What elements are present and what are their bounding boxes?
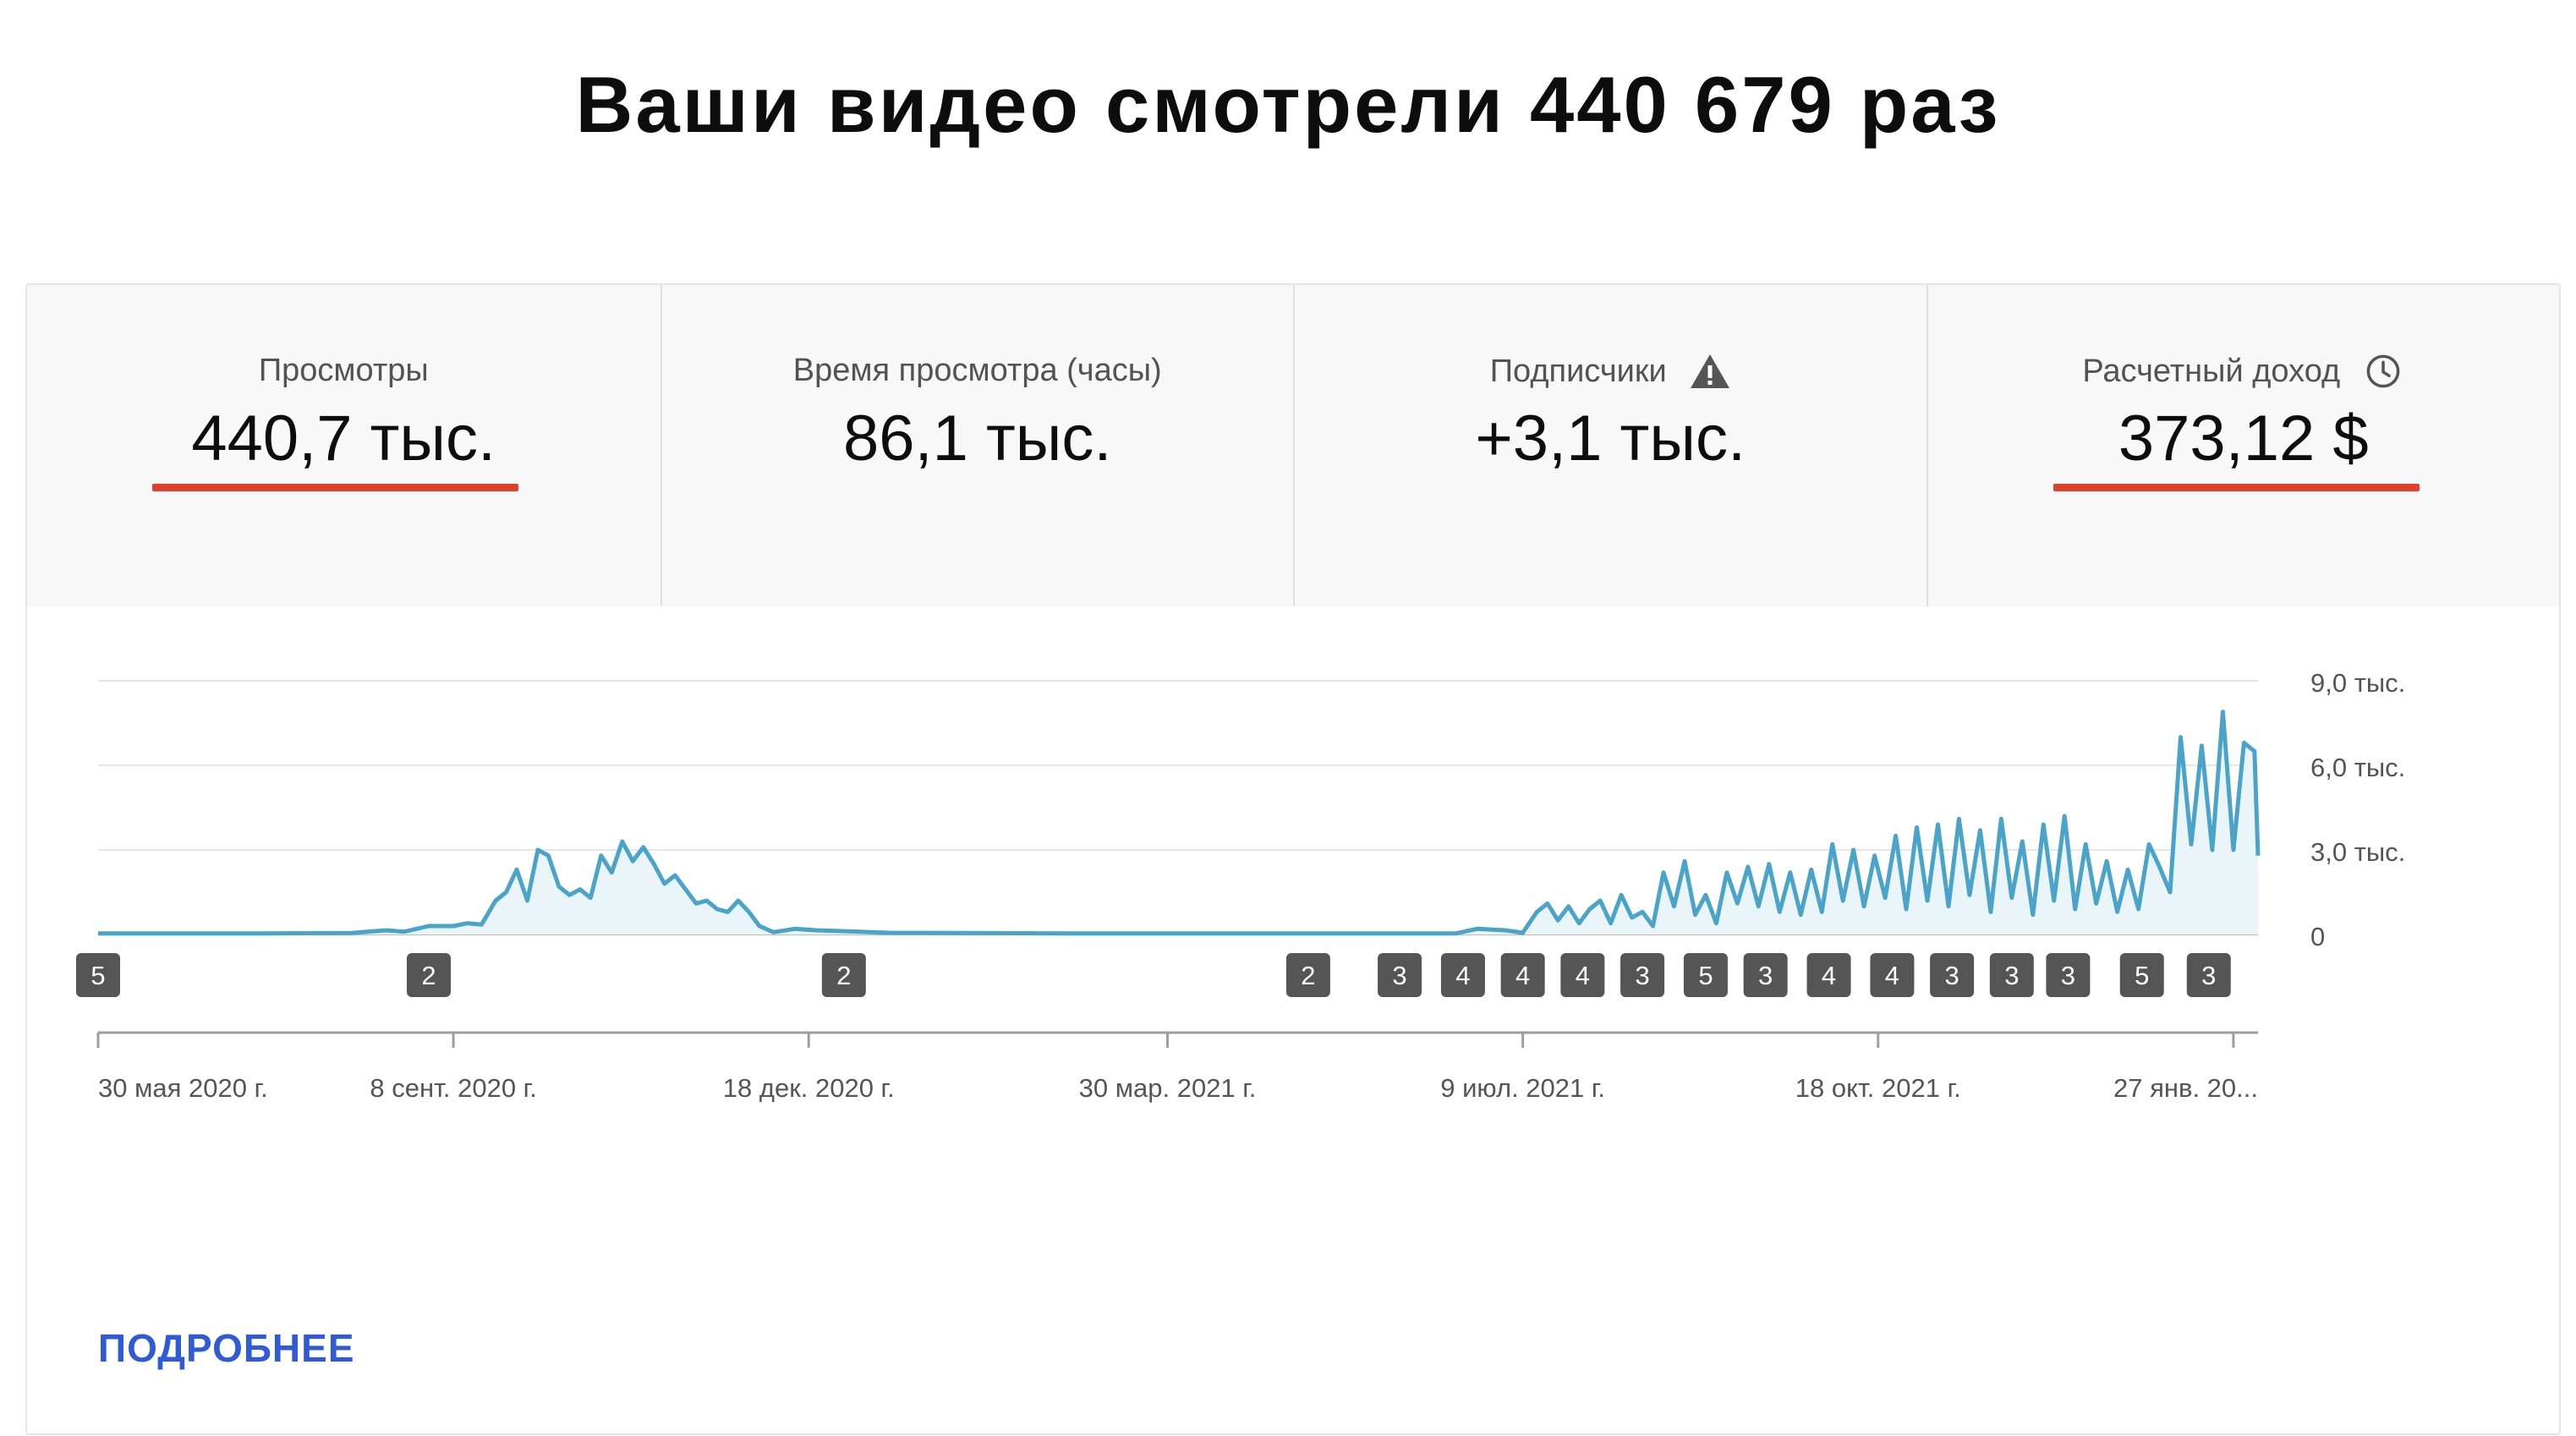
metric-tabs: Просмотры 440,7 тыс. Время просмотра (ча… xyxy=(27,285,2559,606)
revenue-highlight-underline xyxy=(2053,484,2420,491)
tab-revenue[interactable]: Расчетный доход 373,12 $ xyxy=(1926,285,2559,606)
annotation-badge-label: 4 xyxy=(1576,961,1590,990)
annotation-badge[interactable]: 4 xyxy=(1560,953,1605,997)
annotation-badge-box xyxy=(1620,953,1665,997)
annotation-badge-box xyxy=(407,953,452,997)
page-title: Ваши видео смотрели 440 679 раз xyxy=(575,60,2001,149)
annotation-badge-label: 3 xyxy=(2004,961,2019,990)
annotation-badge-label: 3 xyxy=(1758,961,1773,990)
annotation-badge[interactable]: 4 xyxy=(1500,953,1545,997)
annotation-badge-box xyxy=(1989,953,2034,997)
x-tick-label: 30 мар. 2021 г. xyxy=(1079,1073,1257,1103)
annotation-badge[interactable]: 5 xyxy=(2119,953,2164,997)
y-tick-label: 9,0 тыс. xyxy=(2310,668,2405,698)
annotation-badge-box xyxy=(2119,953,2164,997)
tab-watch-time-value: 86,1 тыс. xyxy=(842,403,1112,474)
more-details-link[interactable]: ПОДРОБНЕЕ xyxy=(98,1326,355,1370)
annotation-badge-label: 5 xyxy=(1698,961,1713,990)
annotation-badge[interactable]: 4 xyxy=(1806,953,1851,997)
annotation-badge[interactable]: 5 xyxy=(76,953,120,997)
y-tick-label: 0 xyxy=(2310,922,2325,951)
views-chart: 0 3,0 тыс. 6,0 тыс. 9,0 тыс. 5 2 2 2 3 4 4 4 3 5 3 4 4 3 3… xyxy=(76,668,2405,1103)
annotation-badge[interactable]: 2 xyxy=(1285,953,1330,997)
annotation-badge-label: 3 xyxy=(2201,961,2216,990)
annotation-badge-box xyxy=(1930,953,1975,997)
annotation-badge-box xyxy=(1806,953,1851,997)
tab-subscribers-label: Подписчики xyxy=(1489,353,1667,389)
tab-watch-time-label: Время просмотра (часы) xyxy=(792,353,1162,388)
annotation-badge[interactable]: 5 xyxy=(1683,953,1728,997)
annotation-badge-box xyxy=(76,953,120,997)
annotation-badge[interactable]: 3 xyxy=(1930,953,1975,997)
annotation-badge[interactable]: 3 xyxy=(2046,953,2091,997)
annotation-badge-label: 4 xyxy=(1885,961,1899,990)
annotation-badge-label: 5 xyxy=(2135,961,2149,990)
annotation-badge[interactable]: 2 xyxy=(821,953,866,997)
annotation-badge-label: 2 xyxy=(1301,961,1315,990)
tab-views-value: 440,7 тыс. xyxy=(191,403,496,474)
annotation-badge-label: 4 xyxy=(1822,961,1836,990)
tab-subscribers[interactable]: Подписчики +3,1 тыс. xyxy=(1293,285,1927,606)
annotation-badge-box xyxy=(1560,953,1605,997)
annotation-badge[interactable]: 3 xyxy=(2186,953,2231,997)
y-tick-label: 6,0 тыс. xyxy=(2310,753,2405,782)
annotation-badge[interactable]: 4 xyxy=(1440,953,1485,997)
x-tick-label: 8 сент. 2020 г. xyxy=(370,1073,536,1103)
tab-revenue-label: Расчетный доход xyxy=(2082,353,2341,389)
annotation-badge[interactable]: 3 xyxy=(1989,953,2034,997)
annotation-badge-label: 3 xyxy=(1944,961,1959,990)
annotation-badge-box xyxy=(1500,953,1545,997)
tab-revenue-value: 373,12 $ xyxy=(2118,403,2369,474)
annotation-badge[interactable]: 4 xyxy=(1870,953,1915,997)
annotation-badge-box xyxy=(2186,953,2231,997)
annotation-badge-box xyxy=(1743,953,1788,997)
tab-views-label: Просмотры xyxy=(258,353,429,388)
annotation-badge[interactable]: 3 xyxy=(1378,953,1422,997)
x-tick-label: 27 янв. 20... xyxy=(2113,1073,2258,1103)
x-tick-label: 18 дек. 2020 г. xyxy=(723,1073,895,1103)
views-highlight-underline xyxy=(152,484,518,491)
annotation-badge-box xyxy=(1440,953,1485,997)
annotation-badge-label: 3 xyxy=(1392,961,1406,990)
annotation-badge-label: 3 xyxy=(1635,961,1649,990)
x-tick-label: 30 мая 2020 г. xyxy=(98,1073,268,1103)
annotation-badge-box xyxy=(2046,953,2091,997)
annotation-badge-label: 2 xyxy=(836,961,851,990)
x-tick-label: 9 июл. 2021 г. xyxy=(1440,1073,1605,1103)
annotation-badge-box xyxy=(1285,953,1330,997)
annotation-badge[interactable]: 2 xyxy=(407,953,452,997)
annotation-badge-label: 4 xyxy=(1515,961,1530,990)
annotation-badge-label: 4 xyxy=(1455,961,1470,990)
annotation-badge-box xyxy=(821,953,866,997)
tab-subscribers-value: +3,1 тыс. xyxy=(1475,403,1746,474)
annotation-badge-label: 2 xyxy=(421,961,436,990)
annotation-badge-label: 5 xyxy=(90,961,105,990)
annotation-badge[interactable]: 3 xyxy=(1743,953,1788,997)
views-area-fill xyxy=(98,711,2258,934)
tab-watch-time[interactable]: Время просмотра (часы) 86,1 тыс. xyxy=(660,285,1293,606)
warning-icon[interactable] xyxy=(1689,353,1731,390)
analytics-card: Просмотры 440,7 тыс. Время просмотра (ча… xyxy=(25,283,2561,1435)
clock-icon[interactable] xyxy=(2362,353,2404,390)
annotation-badge-label: 3 xyxy=(2061,961,2075,990)
views-series-line xyxy=(98,710,2261,936)
annotation-badge[interactable]: 3 xyxy=(1620,953,1665,997)
annotation-badge-box xyxy=(1378,953,1422,997)
annotation-badge-box xyxy=(1870,953,1915,997)
tab-views[interactable]: Просмотры 440,7 тыс. xyxy=(27,285,660,606)
annotation-badge-box xyxy=(1683,953,1728,997)
x-tick-label: 18 окт. 2021 г. xyxy=(1795,1073,1961,1103)
y-tick-label: 3,0 тыс. xyxy=(2310,837,2405,867)
